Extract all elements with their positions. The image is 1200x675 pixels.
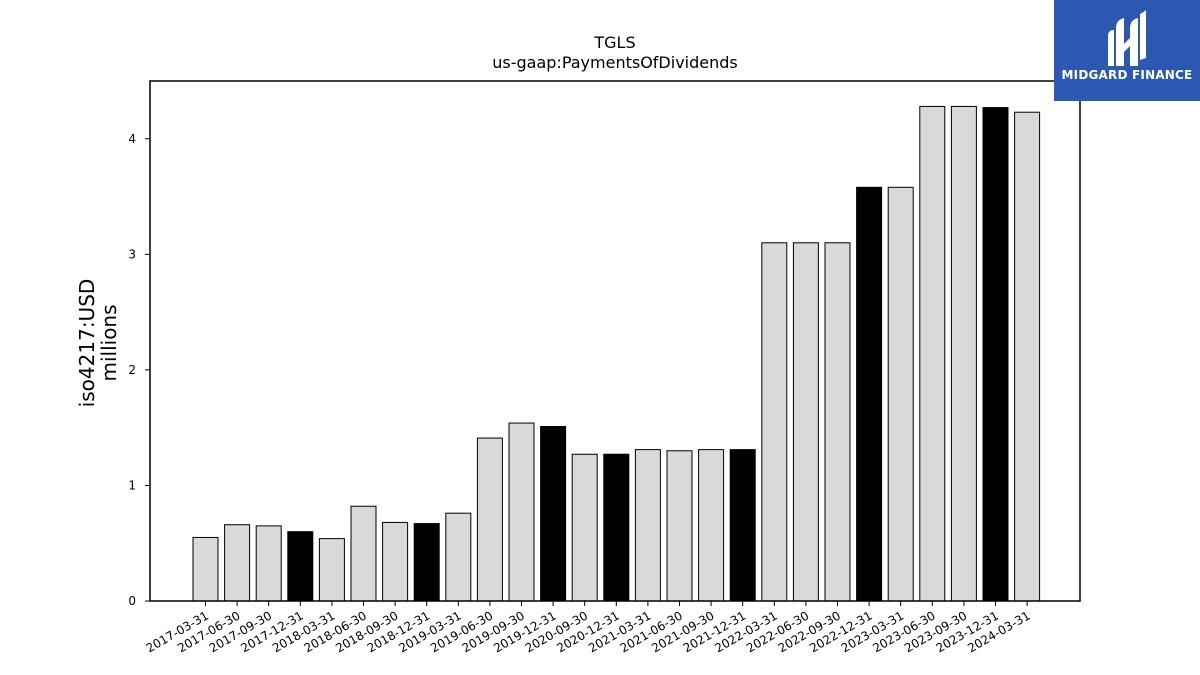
y-axis-label: iso4217:USD millions: [75, 279, 121, 408]
bar-2021-09-30: [698, 449, 725, 602]
bar-2023-03-31: [887, 186, 914, 602]
y-ticks: 0 1 2 3 4: [128, 132, 150, 608]
bar-2022-03-31: [761, 242, 788, 602]
bar-2020-12-31: [603, 453, 630, 602]
bar-2018-03-31: [318, 538, 345, 602]
bar-2017-06-30: [224, 524, 251, 602]
bar-2019-03-31: [445, 512, 472, 602]
y-axis-label-line2: millions: [97, 304, 121, 381]
logo-text: MIDGARD FINANCE: [1061, 68, 1193, 82]
bar-2023-09-30: [950, 105, 977, 602]
logo-mark-icon: [1108, 10, 1146, 66]
y-tick-label: 4: [128, 132, 136, 146]
logo: MIDGARD FINANCE: [1054, 0, 1200, 101]
bar-2022-06-30: [792, 242, 819, 602]
bar-2018-09-30: [382, 521, 409, 602]
bar-2021-03-31: [634, 449, 661, 602]
bar-2017-09-30: [255, 525, 282, 602]
y-tick-label: 3: [128, 247, 136, 261]
x-ticks: 2017-03-312017-06-302017-09-302017-12-31…: [144, 601, 1033, 655]
bar-2022-12-31: [856, 186, 883, 602]
bar-2024-03-31: [1014, 111, 1041, 602]
bar-2020-09-30: [571, 453, 598, 602]
bar-2017-03-31: [192, 536, 219, 602]
plot-frame: [149, 80, 1081, 602]
bar-2018-12-31: [413, 523, 440, 602]
bar-2021-12-31: [729, 449, 756, 602]
chart-subtitle: us-gaap:PaymentsOfDividends: [492, 53, 737, 72]
y-tick-label: 2: [128, 363, 136, 377]
bar-2019-09-30: [508, 422, 535, 602]
chart-title: TGLS: [593, 33, 635, 52]
bar-2019-06-30: [476, 437, 503, 602]
bar-2018-06-30: [350, 505, 377, 602]
bar-2022-09-30: [824, 242, 851, 602]
y-tick-label: 0: [128, 594, 136, 608]
bars: [192, 105, 1041, 602]
bar-2019-12-31: [540, 426, 567, 602]
bar-2017-12-31: [287, 531, 314, 602]
y-tick-label: 1: [128, 478, 136, 492]
bar-2023-06-30: [919, 105, 946, 602]
bar-2023-12-31: [982, 107, 1009, 602]
y-axis-label-line1: iso4217:USD: [75, 279, 99, 408]
bar-2021-06-30: [666, 450, 693, 602]
